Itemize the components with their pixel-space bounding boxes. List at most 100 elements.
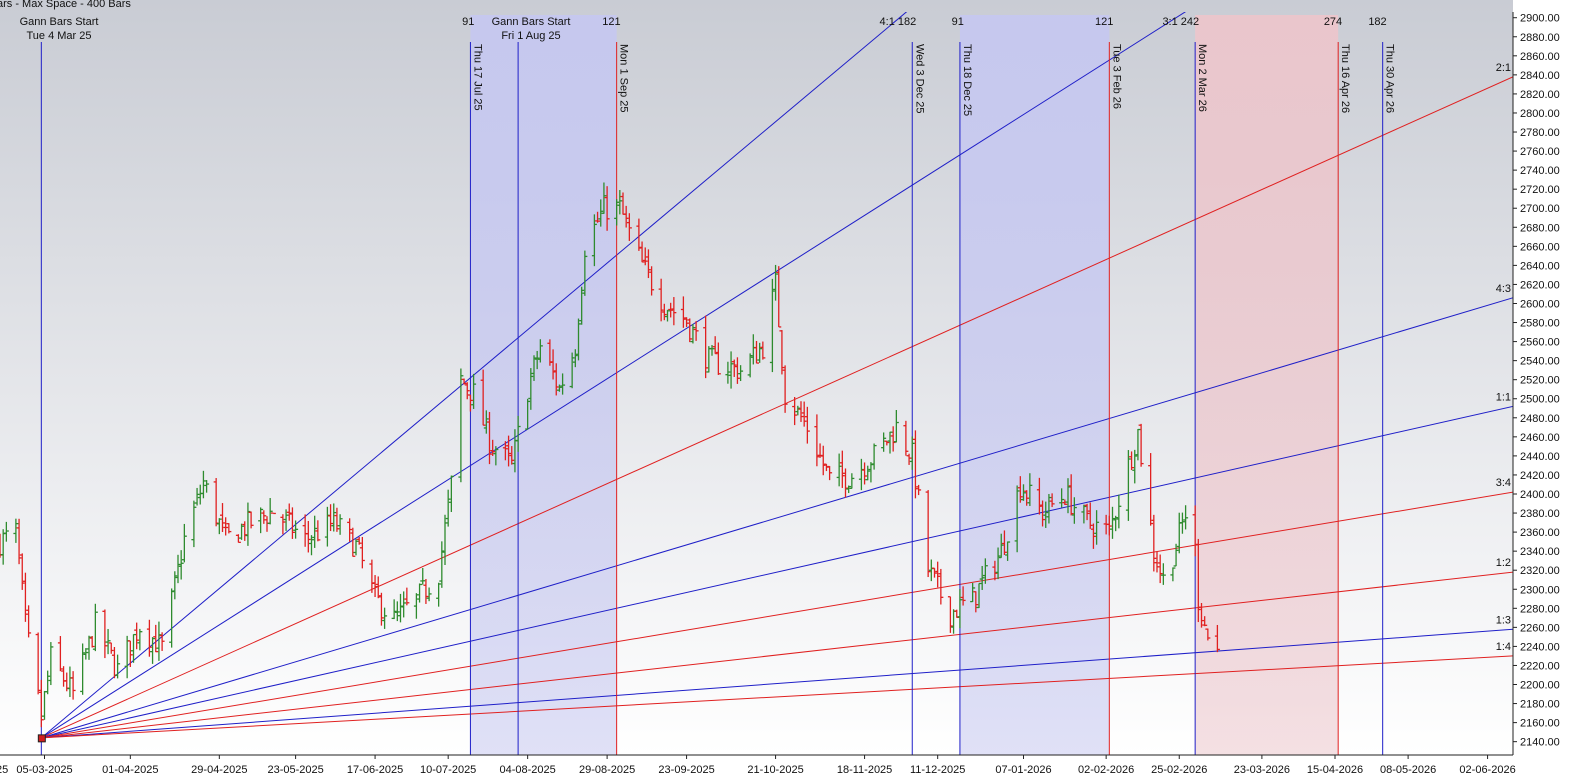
ohlc-bar	[982, 558, 988, 584]
cycle-count-label: 121	[1095, 16, 1113, 28]
ohlc-bar	[865, 465, 871, 481]
ohlc-bar	[1205, 628, 1211, 641]
date-tick-label: 23-09-2025	[658, 764, 714, 776]
ohlc-bar	[979, 565, 985, 590]
ohlc-bar	[1148, 453, 1154, 526]
cycle-date-label: Mon 2 Mar 26	[1196, 44, 1208, 112]
ohlc-bar	[671, 297, 677, 326]
ohlc-bar	[309, 535, 314, 556]
ohlc-bar	[798, 401, 804, 422]
price-tick-label: 2160.00	[1520, 718, 1560, 730]
price-tick-label: 2700.00	[1520, 203, 1560, 215]
ohlc-bar	[1195, 538, 1201, 623]
cycle-count-label: 182	[1368, 16, 1386, 28]
price-tick-label: 2800.00	[1520, 108, 1560, 120]
ohlc-bar	[938, 568, 944, 605]
price-axis[interactable]: 2140.00 2160.00 2180.00 2200.00 2220.00 2240.…	[1513, 13, 1560, 749]
ohlc-bar	[906, 453, 912, 465]
ohlc-bar	[690, 323, 696, 344]
ohlc-bar	[661, 303, 667, 321]
ohlc-bar	[839, 450, 845, 488]
ohlc-bar	[1094, 510, 1100, 545]
ohlc-bar	[947, 596, 953, 633]
ohlc-bar	[445, 489, 451, 527]
ohlc-bar	[912, 430, 918, 499]
price-tick-label: 2200.00	[1520, 680, 1560, 692]
cycle-zone	[1195, 15, 1339, 755]
ohlc-bar	[1173, 543, 1179, 567]
ohlc-bar	[1214, 624, 1220, 653]
ohlc-bar	[801, 401, 807, 427]
price-tick-label: 2220.00	[1520, 660, 1560, 672]
ohlc-bar	[245, 502, 251, 546]
ohlc-bar	[506, 435, 512, 467]
price-tick-label: 2240.00	[1520, 641, 1560, 653]
ohlc-bar	[315, 520, 321, 542]
ohlc-bar	[992, 560, 998, 581]
ohlc-bar	[490, 439, 496, 456]
ohlc-bar	[493, 446, 499, 466]
price-tick-label: 2440.00	[1520, 451, 1560, 463]
ohlc-bar	[220, 503, 225, 533]
fan-line	[41, 76, 1513, 739]
ohlc-bar	[293, 520, 299, 539]
ohlc-bar	[1036, 477, 1042, 515]
price-tick-label: 2900.00	[1520, 13, 1560, 25]
ohlc-bar	[779, 330, 785, 375]
ohlc-bar	[1106, 515, 1112, 536]
ohlc-bar	[976, 582, 982, 609]
price-tick-label: 2180.00	[1520, 699, 1560, 711]
fan-ratio-label: 1:2	[1496, 557, 1511, 569]
ohlc-bar	[1021, 484, 1026, 501]
price-bars	[0, 182, 1220, 728]
ohlc-bar	[1135, 428, 1141, 461]
ohlc-bar	[1024, 490, 1030, 506]
price-tick-label: 2660.00	[1520, 241, 1560, 253]
price-tick-label: 2340.00	[1520, 546, 1560, 558]
ohlc-bar	[353, 538, 359, 556]
ohlc-bar	[1113, 515, 1119, 532]
ohlc-bar	[725, 361, 731, 384]
ohlc-bar	[48, 642, 54, 686]
ohlc-bar	[925, 490, 931, 578]
ohlc-bar	[1183, 505, 1189, 530]
ohlc-bar	[645, 249, 651, 279]
ohlc-bar	[820, 445, 826, 476]
ohlc-bar	[204, 480, 210, 493]
ohlc-bar	[283, 509, 289, 531]
ohlc-bar	[86, 635, 92, 660]
ohlc-bar	[280, 514, 286, 535]
ohlc-bar	[83, 648, 89, 660]
ohlc-bar	[289, 507, 295, 539]
ohlc-bar	[703, 315, 709, 379]
price-tick-label: 2520.00	[1520, 375, 1560, 387]
ohlc-bar	[216, 518, 222, 535]
ohlc-bar	[1043, 501, 1049, 528]
ohlc-bar	[680, 296, 686, 328]
ohlc-bar	[480, 369, 486, 426]
ohlc-bar	[45, 670, 51, 695]
ohlc-bar	[102, 609, 108, 659]
ohlc-bar	[337, 514, 343, 535]
ohlc-bar	[172, 571, 178, 600]
ohlc-bar	[884, 440, 890, 446]
ohlc-bar	[1132, 449, 1138, 484]
ohlc-bar	[267, 498, 273, 525]
gann-start-title-mid: Gann Bars Start	[492, 16, 571, 28]
ohlc-bar	[639, 241, 645, 263]
ohlc-bar	[1138, 423, 1144, 467]
ohlc-bar	[483, 410, 489, 434]
ohlc-bar	[461, 378, 467, 385]
ohlc-bar	[1071, 497, 1077, 524]
ohlc-bar	[258, 507, 264, 534]
date-axis[interactable]: 25 05-03-2025 01-04-2025 29-04-2025 23-05-20…	[0, 755, 1516, 776]
ohlc-bar	[159, 632, 165, 651]
ohlc-bar	[1049, 493, 1055, 508]
ohlc-bar	[394, 601, 400, 622]
cycle-count-label: 91	[952, 16, 964, 28]
ohlc-bar	[909, 436, 915, 470]
ohlc-bar	[194, 487, 200, 506]
ohlc-bar	[881, 432, 887, 452]
ohlc-bar	[423, 578, 429, 604]
